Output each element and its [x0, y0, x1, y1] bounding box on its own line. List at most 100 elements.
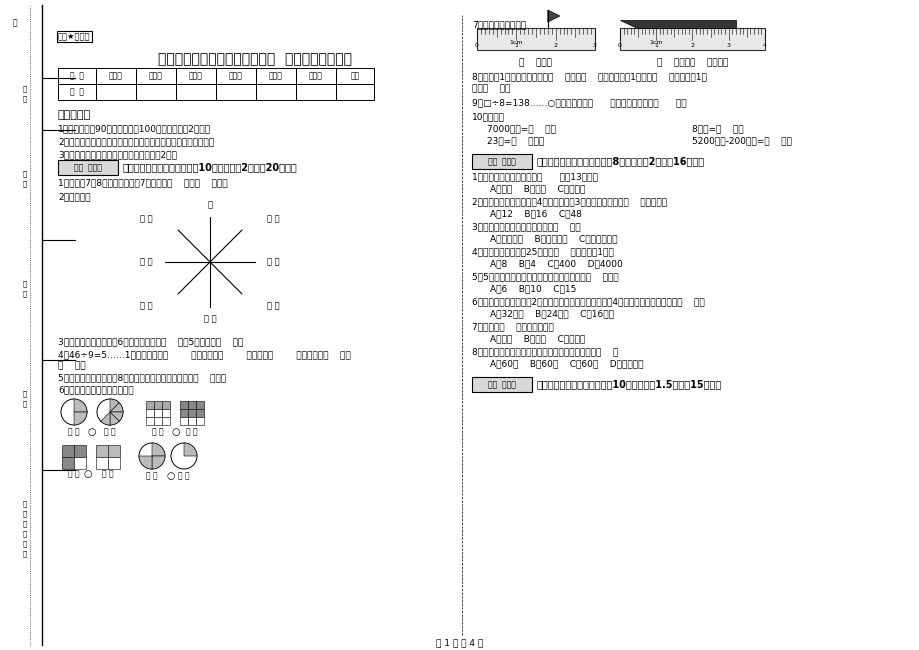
- Text: 班: 班: [23, 280, 27, 287]
- Text: 1cm: 1cm: [509, 40, 523, 45]
- Text: 号: 号: [23, 95, 27, 101]
- Text: 总分: 总分: [350, 72, 359, 81]
- Bar: [58, 160, 118, 175]
- Text: 3: 3: [726, 43, 730, 48]
- Bar: [162, 401, 170, 409]
- Text: 4、46÷9=5……1中，被除数是（        ），除数是（        ），商是（        ），余数是（    ）。: 4、46÷9=5……1中，被除数是（ ），除数是（ ），商是（ ），余数是（ ）…: [58, 350, 350, 359]
- Text: 判断题: 判断题: [189, 72, 203, 81]
- Text: 8、分针走1小格，秒针正好走（    ），是（    ）秒，分针走1大格是（    ），时针走1大: 8、分针走1小格，秒针正好走（ ），是（ ）秒，分针走1大格是（ ），时针走1大: [471, 72, 706, 81]
- Bar: [74, 457, 85, 469]
- Text: 得分  评卷人: 得分 评卷人: [74, 163, 102, 172]
- Text: （ ）: （ ）: [141, 257, 153, 266]
- Bar: [74, 445, 85, 457]
- Text: 街: 街: [23, 530, 27, 537]
- Text: （: （: [23, 520, 27, 526]
- Text: （ ）: （ ）: [141, 214, 153, 223]
- Bar: [296, 84, 335, 100]
- Text: （ ）: （ ）: [203, 315, 216, 324]
- Text: 23吨=（    ）千克: 23吨=（ ）千克: [486, 136, 544, 145]
- Text: 2、请首先按要求在试卷的指定位置填写您的姓名、班级、学号。: 2、请首先按要求在试卷的指定位置填写您的姓名、班级、学号。: [58, 137, 214, 146]
- Text: 绝密★启用前: 绝密★启用前: [58, 32, 90, 41]
- Text: ○: ○: [84, 469, 92, 479]
- Bar: [58, 84, 96, 100]
- Text: 3、下面现象中属于平移现象的是（    ）。: 3、下面现象中属于平移现象的是（ ）。: [471, 222, 580, 231]
- Bar: [335, 84, 374, 100]
- Bar: [216, 68, 255, 84]
- Bar: [255, 84, 296, 100]
- Text: 名: 名: [23, 180, 27, 187]
- Bar: [96, 84, 136, 100]
- Text: 1、考试时间：90分钟，满分为100分（含卷面分2分）。: 1、考试时间：90分钟，满分为100分（含卷面分2分）。: [58, 124, 210, 133]
- Bar: [187, 409, 196, 417]
- Bar: [108, 457, 119, 469]
- Wedge shape: [152, 443, 165, 456]
- Text: 4、平均每个同学体重25千克，（    ）名同学重1吨。: 4、平均每个同学体重25千克，（ ）名同学重1吨。: [471, 247, 613, 256]
- Text: 选择题: 选择题: [149, 72, 163, 81]
- Text: 9、□÷8=138……○，余数最大填（      ），这时被除数是（      ）。: 9、□÷8=138……○，余数最大填（ ），这时被除数是（ ）。: [471, 98, 686, 107]
- Text: ○: ○: [172, 427, 180, 437]
- Bar: [162, 409, 170, 417]
- Bar: [176, 68, 216, 84]
- Bar: [96, 445, 108, 457]
- Text: 学: 学: [23, 390, 27, 396]
- Text: 考试须知：: 考试须知：: [58, 110, 91, 120]
- Wedge shape: [74, 412, 87, 425]
- Text: 乡: 乡: [23, 500, 27, 506]
- Text: A、8    B、4    C、400    D、4000: A、8 B、4 C、400 D、4000: [490, 259, 622, 268]
- Bar: [296, 68, 335, 84]
- Text: （ ）: （ ）: [152, 427, 164, 436]
- Bar: [180, 417, 187, 425]
- Text: （ ）: （ ）: [178, 471, 189, 480]
- Text: 8千克=（    ）克: 8千克=（ ）克: [691, 124, 743, 133]
- Text: （    ）厘米（    ）毫米。: （ ）厘米（ ）毫米。: [656, 58, 728, 67]
- Text: 7000千克=（    ）吨: 7000千克=（ ）吨: [486, 124, 555, 133]
- Bar: [335, 68, 374, 84]
- Bar: [471, 377, 531, 392]
- Text: 镇: 镇: [23, 510, 27, 517]
- Text: 格是（    ）。: 格是（ ）。: [471, 84, 510, 93]
- Text: 5、5名同学打乒乓球，每两人打一场，共要打（    ）场。: 5、5名同学打乒乓球，每两人打一场，共要打（ ）场。: [471, 272, 618, 281]
- Text: （ ）: （ ）: [68, 469, 80, 478]
- Text: 校: 校: [23, 400, 27, 407]
- Text: （ ）: （ ）: [267, 257, 279, 266]
- Text: 级: 级: [23, 290, 27, 296]
- Text: 5200千克-200千克=（    ）吨: 5200千克-200千克=（ ）吨: [691, 136, 791, 145]
- Text: （    ）。: （ ）。: [58, 361, 85, 370]
- Text: 学: 学: [23, 85, 27, 92]
- Bar: [176, 84, 216, 100]
- Bar: [58, 68, 96, 84]
- Bar: [471, 154, 531, 169]
- Text: 2: 2: [690, 43, 694, 48]
- Text: ）: ）: [23, 550, 27, 556]
- Bar: [108, 445, 119, 457]
- Text: 计算题: 计算题: [229, 72, 243, 81]
- Bar: [153, 409, 162, 417]
- Text: A、开关抽屉    B、打开瓶盖    C、转动的风车: A、开关抽屉 B、打开瓶盖 C、转动的风车: [490, 234, 617, 243]
- Wedge shape: [110, 412, 123, 421]
- Text: 1cm: 1cm: [649, 40, 663, 45]
- Text: 7、量出钉子的长度。: 7、量出钉子的长度。: [471, 20, 526, 29]
- Bar: [255, 68, 296, 84]
- Text: 6、一个正方形的边长是2厘米，现在将边长扩大到原来的4倍，现在正方形的周长是（    ）。: 6、一个正方形的边长是2厘米，现在将边长扩大到原来的4倍，现在正方形的周长是（ …: [471, 297, 704, 306]
- Text: 应用题: 应用题: [309, 72, 323, 81]
- Text: 8、从一个数字到相邻的下一个数字，经过的时间是（    ）: 8、从一个数字到相邻的下一个数字，经过的时间是（ ）: [471, 347, 618, 356]
- Text: 1: 1: [653, 43, 657, 48]
- Text: 3、不要在试卷上乱写乱画，卷面不整洁扣2分。: 3、不要在试卷上乱写乱画，卷面不整洁扣2分。: [58, 150, 176, 159]
- Bar: [216, 84, 255, 100]
- Text: 2、填一填。: 2、填一填。: [58, 192, 90, 201]
- Text: A、60秒    B、60分    C、60时    D、无法确定: A、60秒 B、60分 C、60时 D、无法确定: [490, 359, 642, 368]
- Bar: [153, 417, 162, 425]
- Text: （ ）: （ ）: [104, 427, 116, 436]
- Text: A、6    B、10    C、15: A、6 B、10 C、15: [490, 284, 575, 293]
- Text: 10、换算。: 10、换算。: [471, 112, 505, 121]
- Text: （ ）: （ ）: [267, 214, 279, 223]
- Text: 得分  评卷人: 得分 评卷人: [488, 380, 516, 389]
- Text: 6、看图写分数，并比较大小。: 6、看图写分数，并比较大小。: [58, 385, 133, 394]
- Text: 3、把一根绳子平均分成6份，每份是它的（    ），5份是它的（    ）。: 3、把一根绳子平均分成6份，每份是它的（ ），5份是它的（ ）。: [58, 337, 244, 346]
- Text: （    ）毫米: （ ）毫米: [519, 58, 552, 67]
- Wedge shape: [101, 412, 110, 425]
- Text: 二、反复比较，慎重选择（共8小题，每题2分，共16分）。: 二、反复比较，慎重选择（共8小题，每题2分，共16分）。: [537, 156, 704, 166]
- Text: 一、用心思考，正确填空（共10小题，每题2分，共20分）。: 一、用心思考，正确填空（共10小题，每题2分，共20分）。: [123, 162, 298, 172]
- Bar: [136, 84, 176, 100]
- Text: （ ）: （ ）: [186, 427, 198, 436]
